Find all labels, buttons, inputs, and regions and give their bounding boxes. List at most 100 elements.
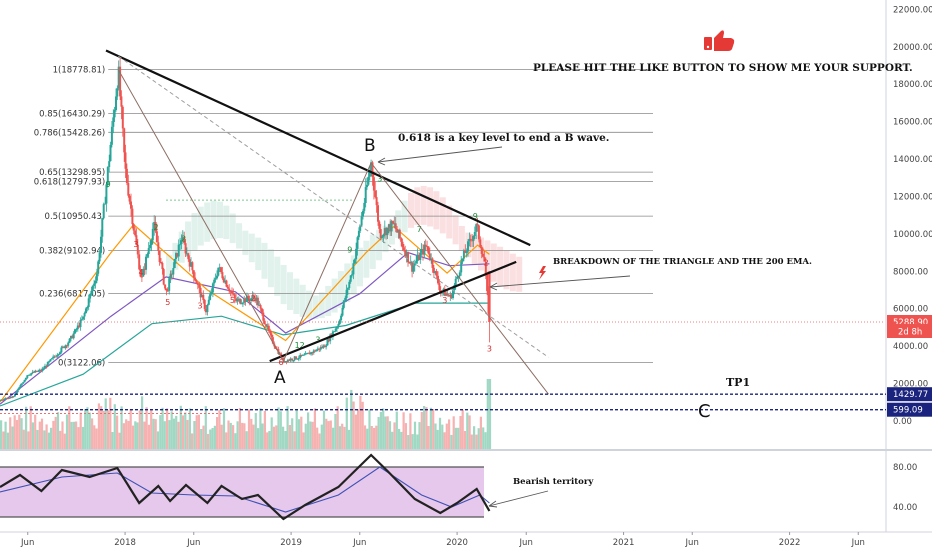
volume-bar [150, 410, 153, 449]
candle-body [86, 307, 89, 309]
candle-body [75, 329, 78, 331]
candle-body [256, 297, 259, 306]
candle-body [194, 277, 197, 281]
cloud-segment [299, 284, 306, 317]
td-count: 2 [484, 259, 489, 268]
volume-bar [54, 416, 57, 449]
td-count: 3 [133, 240, 138, 249]
candle-body [225, 280, 228, 287]
td-count: 12 [295, 341, 305, 350]
volume-bar [125, 419, 128, 449]
candle-body [46, 362, 49, 367]
candle-body [408, 262, 411, 264]
candle-body [271, 337, 274, 344]
candle-body [210, 292, 213, 295]
candle-body [120, 96, 123, 107]
candle-body [65, 345, 68, 347]
candle-body [76, 325, 79, 330]
candle-body [130, 201, 132, 209]
volume-bar [4, 421, 7, 449]
candle-body [269, 330, 272, 334]
candle-body [38, 370, 41, 372]
volume-bar [391, 431, 394, 449]
candle-body [211, 283, 214, 293]
candle-body [344, 297, 347, 301]
candle-body [110, 126, 113, 145]
candle-body [23, 379, 26, 383]
candle-body [289, 358, 292, 361]
volume-bar [93, 425, 96, 449]
time-tick-label: Jun [20, 538, 34, 548]
wave-label-b: B [364, 136, 376, 156]
volume-bar [275, 425, 278, 449]
volume-bar [268, 431, 271, 449]
candle-body [428, 253, 431, 259]
volume-bar [106, 410, 110, 449]
candle-body [109, 144, 112, 162]
candle-body [370, 162, 373, 172]
volume-bar [486, 379, 489, 449]
candle-body [476, 224, 479, 226]
volume-bar [47, 432, 50, 449]
volume-bar [197, 414, 200, 449]
cloud-segment [458, 226, 465, 251]
candle-body [157, 242, 160, 251]
candle-body [394, 223, 397, 229]
volume-bar [238, 408, 241, 449]
candle-body [452, 290, 454, 299]
time-tick-label: Jun [851, 538, 865, 548]
volume-bar [218, 410, 221, 449]
volume-bar [316, 427, 319, 449]
candle-body [150, 240, 153, 245]
volume-bar [81, 426, 85, 449]
candle-body [364, 187, 367, 203]
candle-body [89, 294, 92, 299]
candle-body [419, 252, 422, 260]
td-count: 9 [473, 212, 478, 221]
price-tick-label: 14000.00 [893, 155, 932, 165]
cloud-segment [229, 213, 236, 244]
volume-bar [188, 408, 191, 449]
volume-bar [147, 424, 150, 449]
candle-body [360, 216, 363, 226]
volume-bar [359, 395, 362, 449]
volume-bar [13, 415, 16, 449]
candle-body [263, 320, 266, 325]
cloud-segment [414, 187, 421, 225]
candle-body [322, 345, 325, 348]
candle-body [143, 268, 146, 270]
candle-body [221, 272, 224, 279]
candle-body [53, 356, 56, 358]
candle-body [127, 183, 130, 196]
candle-body [241, 302, 244, 304]
candle-body [91, 285, 94, 291]
td-count: 2 [251, 294, 256, 303]
volume-bar [377, 417, 380, 449]
volume-bar [266, 432, 269, 449]
candle-body [83, 313, 86, 317]
td-count: 7 [417, 225, 422, 234]
candle-body [72, 333, 75, 339]
candle-body [192, 270, 195, 278]
candle-body [336, 327, 338, 329]
countdown-badge [887, 324, 932, 338]
volume-bar [425, 407, 428, 449]
volume-bar [122, 423, 125, 449]
candle-body [362, 210, 364, 217]
cloud-segment [382, 225, 389, 253]
volume-bar [9, 417, 12, 449]
candle-body [104, 203, 107, 205]
volume-bar [129, 409, 132, 449]
volume-bar [325, 418, 328, 449]
candle-body [79, 320, 82, 328]
candle-body [435, 271, 438, 276]
candle-body [244, 298, 247, 302]
volume-bar [461, 409, 464, 449]
volume-bar [373, 428, 376, 449]
candle-body [16, 389, 19, 393]
candle-body [207, 299, 210, 305]
volume-bar [427, 426, 430, 449]
b-wave-note: 0.618 is a key level to end a B wave. [398, 132, 609, 144]
cloud-segment [204, 202, 211, 242]
candle-body [334, 328, 337, 332]
